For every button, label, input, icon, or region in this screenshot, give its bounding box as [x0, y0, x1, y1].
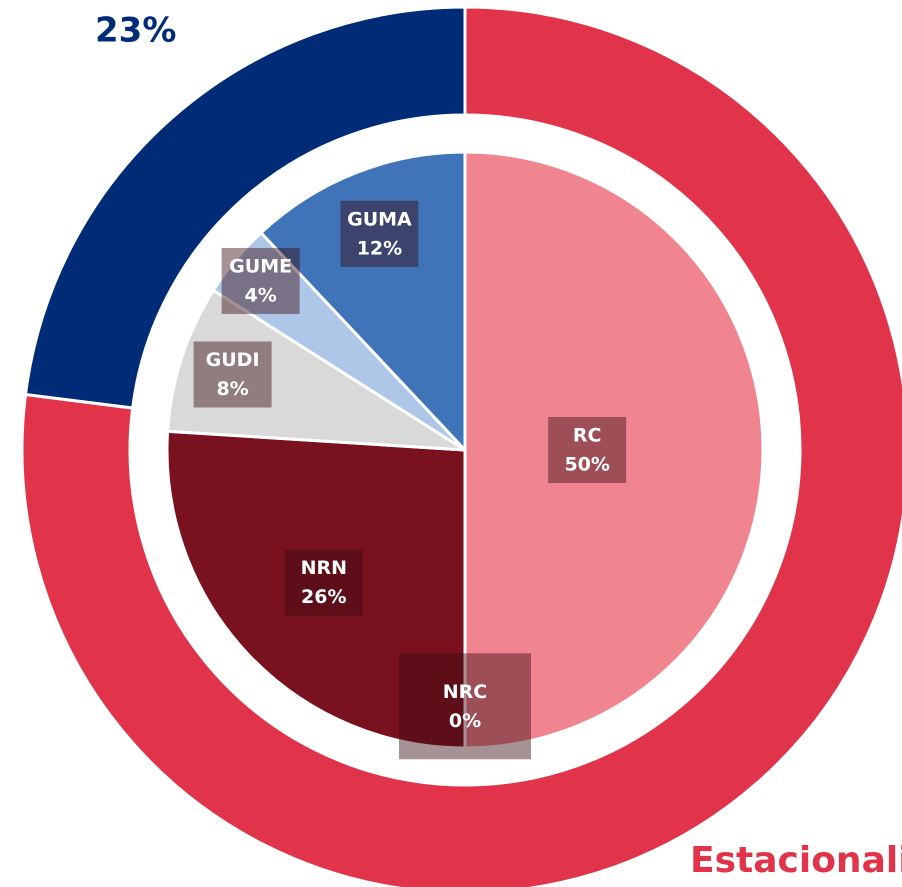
ring-segment [20, 5, 902, 887]
slice-value: 0% [449, 710, 481, 732]
label-box [193, 341, 272, 408]
label-box [284, 549, 363, 616]
labels: RC 50% NRC 0% NRN 26% GUDI 8% GUME 4% GUMA 12% [193, 200, 627, 760]
marks [20, 5, 902, 887]
label-box [340, 200, 419, 267]
slice-label: NRC 0% [399, 653, 531, 760]
slice-label: GUME 4% [221, 247, 300, 314]
slice-category: NRC [443, 681, 487, 703]
slice-label: GUDI 8% [193, 341, 272, 408]
slice-label: GUMA 12% [340, 200, 419, 267]
slice-category: GUME [229, 255, 292, 277]
slice-value: 8% [216, 378, 248, 400]
ring-segment [23, 5, 467, 410]
label-box [399, 653, 531, 760]
slice-category: NRN [301, 557, 347, 579]
outer-value-label: 23% [95, 11, 176, 51]
slice-value: 50% [564, 454, 609, 476]
slice-label: NRN 26% [284, 549, 363, 616]
outer-category-label: Estacionali [690, 840, 902, 881]
slice-value: 26% [301, 586, 346, 608]
slice-value: 4% [245, 284, 277, 306]
pie-slice [258, 150, 467, 454]
slice-category: GUDI [206, 349, 260, 371]
label-box [221, 247, 300, 314]
label-box [548, 417, 627, 483]
pie-slice [165, 288, 466, 452]
pie-slice [463, 150, 765, 750]
slice-value: 12% [357, 237, 402, 259]
slice-category: RC [573, 425, 602, 447]
slice-label: RC 50% [548, 417, 627, 483]
pie-slice [165, 429, 467, 750]
slice-category: GUMA [347, 208, 412, 230]
